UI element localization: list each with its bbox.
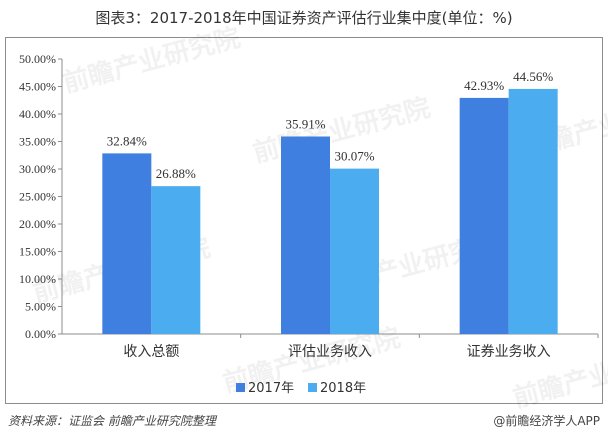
legend-label: 2017年 <box>248 381 294 396</box>
bar <box>459 97 509 334</box>
bar <box>508 88 558 334</box>
bar <box>281 136 330 334</box>
y-tick-label: 25.00% <box>19 190 56 204</box>
legend-label: 2018年 <box>320 381 366 396</box>
source-note: 资料来源：证监会 前瞻产业研究院整理 <box>8 414 216 428</box>
y-tick-label: 30.00% <box>19 162 56 176</box>
data-label: 44.56% <box>513 69 553 84</box>
y-tick-label: 40.00% <box>19 107 56 121</box>
y-tick-label: 50.00% <box>19 52 56 66</box>
bar <box>151 186 201 334</box>
data-label: 32.84% <box>107 133 147 148</box>
footer: 资料来源：证监会 前瞻产业研究院整理 @前瞻经济学人APP <box>8 410 600 432</box>
bar <box>330 168 379 334</box>
data-label: 35.91% <box>285 116 325 131</box>
y-tick-label: 10.00% <box>19 272 56 286</box>
y-tick-label: 5.00% <box>25 300 56 314</box>
y-tick-label: 0.00% <box>25 327 56 341</box>
chart-frame <box>5 37 603 404</box>
data-label: 26.88% <box>156 166 196 181</box>
brand-credit: @前瞻经济学人APP <box>493 414 600 428</box>
legend-swatch <box>308 383 317 392</box>
data-label: 42.93% <box>464 78 504 93</box>
data-label: 30.07% <box>334 149 374 164</box>
legend-swatch <box>236 383 245 392</box>
x-tick-label: 证券业务收入 <box>467 344 551 360</box>
y-tick-label: 35.00% <box>19 135 56 149</box>
y-tick-label: 45.00% <box>19 80 56 94</box>
x-tick-label: 收入总额 <box>123 344 179 360</box>
bar <box>102 153 152 334</box>
y-tick-label: 20.00% <box>19 217 56 231</box>
chart-title: 图表3：2017-2018年中国证券资产评估行业集中度(单位：%) <box>95 9 513 27</box>
y-tick-label: 15.00% <box>19 245 56 259</box>
x-tick-label: 评估业务收入 <box>288 344 372 360</box>
